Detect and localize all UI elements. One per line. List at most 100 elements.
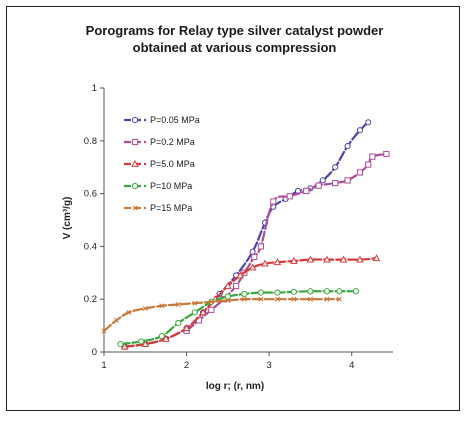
data-point — [138, 338, 145, 345]
data-point — [101, 328, 107, 334]
data-point — [120, 342, 129, 350]
series-2 — [183, 150, 390, 334]
data-point — [126, 309, 132, 315]
data-point — [257, 243, 264, 250]
data-point — [270, 198, 277, 205]
y-tick-label: 0.6 — [84, 189, 97, 200]
data-point — [306, 255, 315, 263]
series-line — [102, 298, 341, 332]
data-point — [339, 255, 348, 263]
data-point — [303, 187, 310, 195]
x-tick-label: 4 — [349, 360, 354, 371]
data-point — [356, 255, 364, 263]
data-point — [344, 177, 351, 184]
data-point — [286, 193, 293, 200]
data-point — [372, 254, 381, 262]
data-point — [251, 253, 258, 261]
data-point — [344, 142, 351, 150]
data-point — [356, 127, 364, 134]
data-point — [365, 119, 372, 126]
data-point — [356, 169, 364, 176]
axes-group — [100, 87, 393, 356]
data-point — [248, 263, 257, 271]
data-point — [274, 296, 280, 302]
data-point — [336, 296, 342, 302]
data-point — [249, 248, 256, 255]
legend-label: P=10 MPa — [150, 181, 192, 191]
data-point — [324, 296, 330, 302]
data-point — [241, 296, 247, 302]
data-point — [113, 317, 119, 323]
data-point — [158, 333, 165, 340]
data-point — [332, 179, 339, 187]
data-point — [291, 296, 297, 302]
data-point — [175, 319, 182, 327]
data-point — [224, 281, 232, 289]
data-point — [315, 182, 322, 189]
series-1 — [121, 119, 372, 350]
y-tick-label: 0 — [92, 347, 97, 358]
legend-item: P=10 MPa — [124, 181, 192, 191]
legend-label: P=0.05 MPa — [150, 115, 200, 125]
data-point — [191, 309, 198, 316]
data-point — [199, 308, 207, 316]
data-point — [241, 290, 248, 298]
data-point — [117, 340, 124, 348]
data-point — [274, 289, 281, 296]
data-point — [208, 299, 214, 305]
data-point — [208, 306, 215, 313]
data-point — [369, 153, 376, 160]
chart-title-line-1: Porograms for Relay type silver catalyst… — [85, 23, 384, 38]
data-point — [307, 288, 314, 295]
data-point — [273, 258, 282, 266]
data-point — [323, 288, 331, 295]
series-line — [123, 121, 370, 348]
data-point — [182, 324, 191, 332]
data-point — [258, 296, 264, 302]
legend-item: P=5.0 MPa — [124, 159, 195, 169]
data-point — [307, 296, 313, 302]
data-point — [141, 340, 150, 347]
legend-label: P=15 MPa — [150, 203, 192, 213]
tick-labels: 1 2 3 4 0 0.2 0.4 0.6 0.8 1 — [84, 83, 355, 371]
x-axis-label: log r; (r, nm) — [206, 381, 264, 392]
data-point — [233, 282, 240, 290]
series-4 — [117, 288, 359, 348]
data-point — [319, 177, 326, 184]
data-point — [261, 259, 269, 267]
y-tick-label: 1 — [92, 83, 97, 94]
series-5 — [101, 296, 342, 334]
series-group — [101, 119, 390, 350]
y-axis-label: V (cm³/g) — [62, 197, 73, 240]
data-point — [383, 150, 390, 158]
legend-marker — [131, 159, 139, 167]
data-point — [257, 289, 264, 296]
chart-title: Porograms for Relay type silver catalyst… — [0, 22, 469, 56]
data-point — [142, 305, 148, 311]
y-tick-label: 0.4 — [84, 241, 97, 252]
x-tick-label: 2 — [184, 360, 189, 371]
legend-marker — [131, 182, 139, 190]
data-point — [224, 293, 231, 300]
x-tick-label: 1 — [101, 360, 106, 371]
data-point — [192, 300, 198, 306]
x-tick-label: 3 — [266, 360, 271, 371]
data-point — [175, 301, 181, 308]
legend-item: P=0.05 MPa — [124, 115, 200, 125]
legend-item: P=0.2 MPa — [124, 137, 195, 147]
y-tick-label: 0.8 — [84, 136, 97, 147]
data-point — [225, 297, 231, 304]
legend: P=0.05 MPa P=0.2 MPa P=5.0 MPa P=10 MPa P=15… — [124, 115, 200, 213]
data-point — [162, 334, 170, 342]
data-point — [236, 271, 245, 279]
legend-marker — [132, 205, 138, 211]
data-point — [332, 164, 339, 171]
y-tick-label: 0.2 — [84, 294, 97, 305]
data-point — [290, 256, 298, 264]
legend-marker — [131, 116, 139, 124]
legend-label: P=0.2 MPa — [150, 137, 195, 147]
data-point — [159, 303, 165, 309]
data-point — [352, 288, 359, 295]
data-point — [290, 288, 298, 295]
